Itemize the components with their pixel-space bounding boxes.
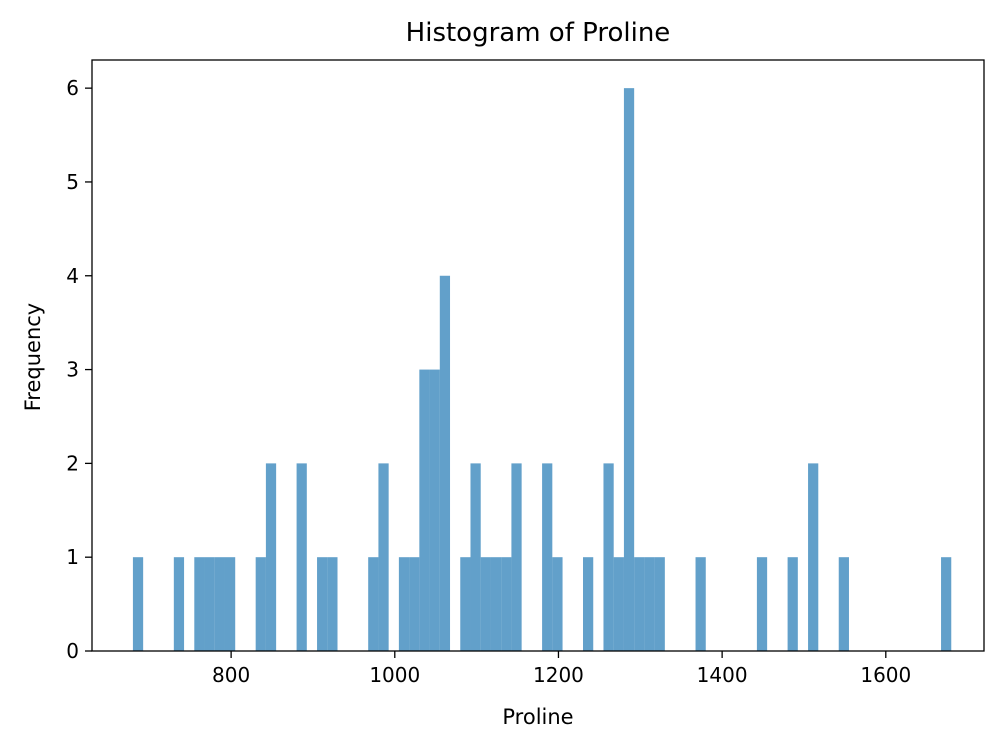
y-tick-label-5: 5 <box>66 170 79 194</box>
histogram-bar-10 <box>327 557 338 651</box>
histogram-bar-17 <box>439 275 451 651</box>
histogram-bar-37 <box>838 557 849 651</box>
axes-layer: 800 1000 1200 1400 1600 0 1 2 3 4 5 6 <box>66 59 985 687</box>
histogram-bar-21 <box>490 557 502 651</box>
histogram-bar-15 <box>419 369 430 651</box>
histogram-bar-2 <box>194 557 205 651</box>
y-tick-label-2: 2 <box>66 451 79 475</box>
histogram-bar-5 <box>224 557 236 651</box>
histogram-bar-8 <box>296 463 307 651</box>
histogram-bar-27 <box>603 463 614 651</box>
histogram-bar-13 <box>398 557 410 651</box>
histogram-bar-36 <box>808 463 819 651</box>
histogram-bar-16 <box>429 369 440 651</box>
histogram-bar-29 <box>623 88 635 651</box>
y-tick-label-1: 1 <box>66 545 79 569</box>
histogram-bar-24 <box>542 463 553 651</box>
histogram-bar-26 <box>583 557 594 651</box>
x-tick-label-3: 1400 <box>697 663 748 687</box>
x-tick-label-0: 800 <box>212 663 250 687</box>
histogram-bar-0 <box>132 557 144 651</box>
y-tick-label-4: 4 <box>66 264 79 288</box>
y-axis-label: Frequency <box>21 303 45 412</box>
histogram-bar-32 <box>654 557 665 651</box>
histogram-bar-38 <box>941 557 952 651</box>
histogram-bar-18 <box>460 557 471 651</box>
histogram-bar-23 <box>511 463 522 651</box>
histogram-bar-12 <box>378 463 389 651</box>
bars-layer <box>132 88 952 651</box>
x-tick-label-1: 1000 <box>369 663 420 687</box>
histogram-bar-11 <box>368 557 379 651</box>
histogram-bar-4 <box>214 557 225 651</box>
histogram-bar-6 <box>255 557 266 651</box>
histogram-bar-3 <box>204 557 215 651</box>
histogram-bar-34 <box>756 557 768 651</box>
plot-frame <box>91 59 985 652</box>
histogram-bar-33 <box>695 557 706 651</box>
x-axis-label: Proline <box>502 705 573 729</box>
histogram-bar-9 <box>317 557 328 651</box>
histogram-bar-14 <box>409 557 420 651</box>
histogram-bar-28 <box>613 557 624 651</box>
y-tick-label-0: 0 <box>66 639 79 663</box>
histogram-bar-25 <box>552 557 563 651</box>
y-tick-label-6: 6 <box>66 76 79 100</box>
histogram-bar-22 <box>501 557 512 651</box>
histogram-bar-35 <box>787 557 798 651</box>
histogram-bar-31 <box>644 557 655 651</box>
histogram-bar-20 <box>480 557 491 651</box>
y-tick-label-3: 3 <box>66 358 79 382</box>
histogram-bar-30 <box>634 557 645 651</box>
x-tick-label-4: 1600 <box>860 663 911 687</box>
x-tick-label-2: 1200 <box>533 663 584 687</box>
histogram-bar-19 <box>470 463 481 651</box>
chart-title: Histogram of Proline <box>406 18 671 48</box>
histogram-bar-1 <box>173 557 185 651</box>
histogram-bar-7 <box>265 463 277 651</box>
